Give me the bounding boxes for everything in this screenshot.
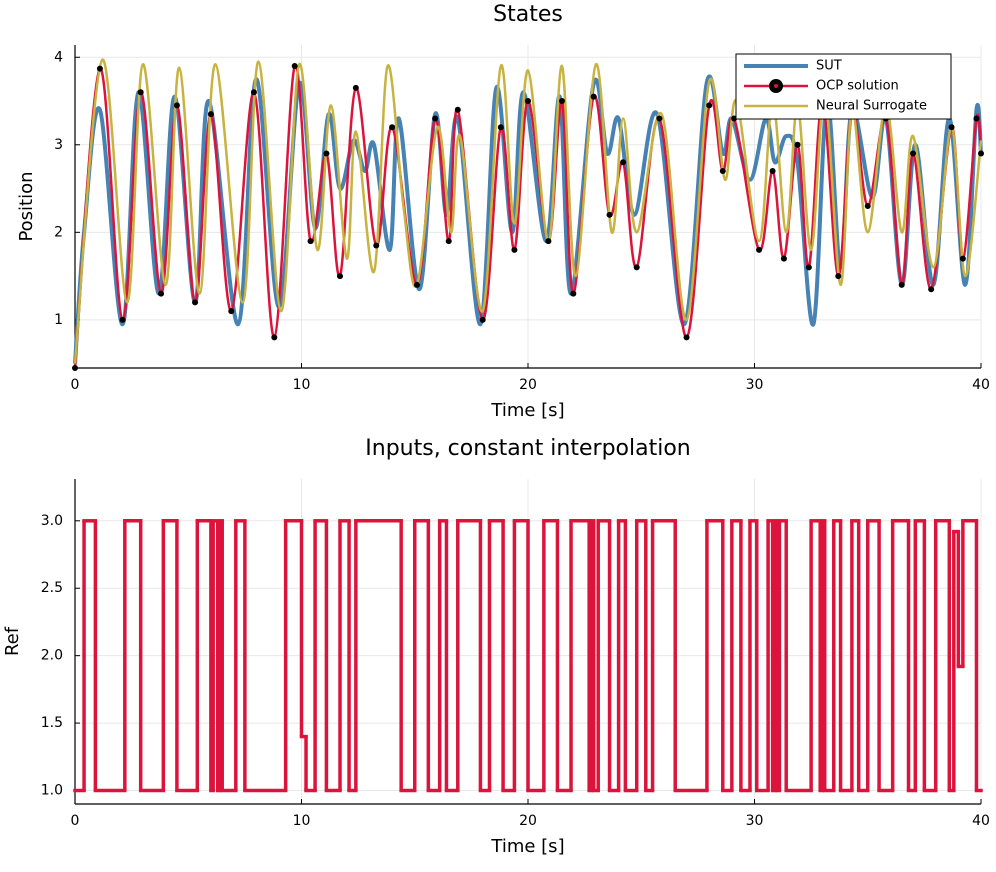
data-point: [137, 89, 144, 96]
data-point: [72, 365, 78, 371]
x-tick-label: 20: [519, 377, 537, 393]
data-point: [173, 102, 180, 109]
data-point: [910, 150, 917, 157]
y-tick-label: 1: [54, 312, 63, 328]
data-point: [207, 111, 214, 118]
data-point: [389, 124, 396, 131]
data-point: [780, 255, 787, 262]
data-point: [454, 106, 461, 113]
data-point: [590, 93, 597, 100]
data-point: [683, 334, 690, 341]
data-point: [805, 264, 812, 271]
x-tick-label: 40: [972, 377, 990, 393]
data-point: [756, 246, 763, 253]
x-tick-label: 40: [972, 813, 990, 829]
data-point: [620, 159, 627, 166]
x-tick-label: 0: [71, 813, 80, 829]
legend-label: OCP solution: [816, 79, 899, 94]
data-point: [606, 211, 613, 218]
y-tick-label: 1.5: [41, 715, 63, 731]
y-tick-label: 4: [54, 49, 63, 65]
y-axis-label: Position: [16, 171, 37, 241]
legend-marker-inner: [774, 84, 778, 88]
y-tick-label: 2.5: [41, 580, 63, 596]
data-point: [948, 124, 955, 131]
x-tick-label: 30: [746, 813, 764, 829]
data-point: [973, 115, 980, 122]
data-point: [558, 98, 565, 105]
data-point: [119, 316, 126, 323]
data-point: [719, 168, 726, 175]
data-point: [323, 150, 330, 157]
data-point: [633, 264, 640, 271]
data-point: [794, 141, 801, 148]
data-point: [769, 168, 776, 175]
data-point: [307, 238, 314, 245]
x-axis-label: Time [s]: [490, 400, 564, 421]
x-tick-label: 0: [71, 377, 80, 393]
legend-label: SUT: [816, 59, 842, 74]
data-point: [570, 290, 577, 297]
x-axis-label: Time [s]: [490, 836, 564, 857]
series-line: [73, 58, 983, 364]
y-tick-label: 3: [54, 137, 63, 153]
y-tick-label: 3.0: [41, 513, 63, 529]
chart-title: States: [493, 2, 563, 27]
data-point: [432, 115, 439, 122]
data-point: [497, 124, 504, 131]
data-point: [445, 238, 452, 245]
data-point: [250, 89, 257, 96]
data-point: [545, 238, 552, 245]
data-point: [864, 203, 871, 210]
data-point: [192, 299, 199, 306]
x-tick-label: 10: [293, 377, 311, 393]
data-point: [228, 308, 235, 315]
data-point: [656, 115, 663, 122]
y-tick-label: 2.0: [41, 648, 63, 664]
data-point: [706, 102, 713, 109]
x-tick-label: 10: [293, 813, 311, 829]
data-point: [337, 273, 344, 280]
data-point: [835, 273, 842, 280]
y-tick-label: 1.0: [41, 783, 63, 799]
data-point: [158, 290, 165, 297]
data-point: [373, 242, 380, 249]
data-point: [352, 84, 359, 91]
data-point: [414, 281, 421, 288]
data-point: [525, 98, 531, 105]
data-point: [291, 63, 298, 70]
legend-label: Neural Surrogate: [816, 99, 927, 114]
data-point: [271, 334, 278, 341]
data-point: [928, 286, 935, 293]
y-axis-label: Ref: [2, 626, 23, 656]
data-point: [898, 281, 905, 288]
y-tick-label: 2: [54, 224, 63, 240]
x-tick-label: 20: [519, 813, 537, 829]
data-point: [978, 150, 984, 157]
data-point: [479, 316, 486, 323]
data-point: [96, 65, 103, 72]
data-point: [959, 255, 966, 262]
chart-title: Inputs, constant interpolation: [365, 436, 690, 461]
data-point: [511, 246, 518, 253]
x-tick-label: 30: [746, 377, 764, 393]
